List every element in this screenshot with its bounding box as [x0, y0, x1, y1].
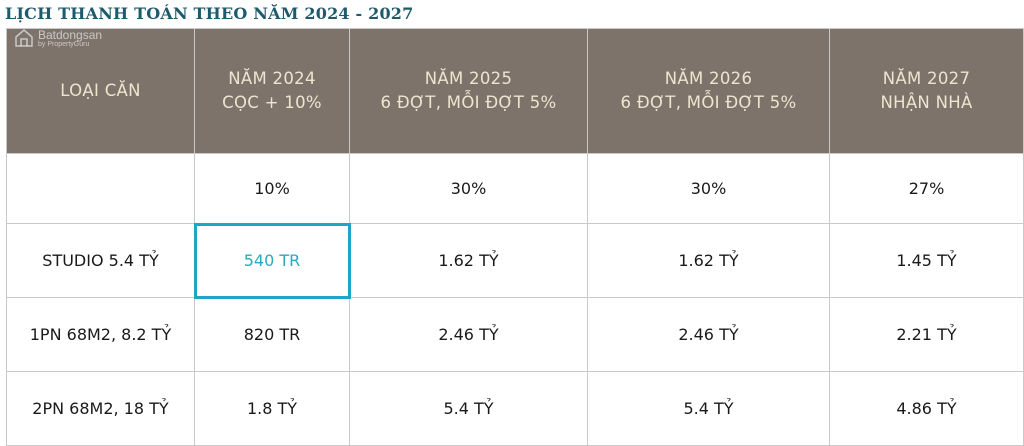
table-cell: 1.62 TỶ — [349, 223, 588, 298]
header-line1: NĂM 2026 — [664, 69, 753, 88]
header-line1: LOẠI CĂN — [60, 81, 141, 100]
payment-schedule-table: LOẠI CĂN NĂM 2024 CỌC + 10% NĂM 2025 6 ĐỢT… — [6, 28, 1024, 446]
header-line2: CỌC + 10% — [222, 93, 322, 112]
table-row-studio: STUDIO 5.4 TỶ 540 TR 1.62 TỶ 1.62 TỶ 1.4… — [6, 222, 1024, 299]
header-cell-unit-type: LOẠI CĂN — [6, 28, 195, 154]
watermark-brand: Batdongsan — [38, 27, 103, 42]
table-row-2pn: 2PN 68M2, 18 TỶ 1.8 TỶ 5.4 TỶ 5.4 TỶ 4.8… — [6, 371, 1024, 446]
table-row-1pn: 1PN 68M2, 8.2 TỶ 820 TR 2.46 TỶ 2.46 TỶ … — [6, 297, 1024, 372]
header-cell-2027: NĂM 2027 NHẬN NHÀ — [829, 28, 1024, 154]
table-cell: 4.86 TỶ — [829, 371, 1024, 446]
header-row: LOẠI CĂN NĂM 2024 CỌC + 10% NĂM 2025 6 ĐỢT… — [6, 28, 1024, 154]
table-cell: 2.21 TỶ — [829, 297, 1024, 372]
table-cell: 2.46 TỶ — [349, 297, 588, 372]
table-cell: 1.62 TỶ — [587, 223, 830, 298]
table-cell: 1.45 TỶ — [829, 223, 1024, 298]
table-row-percentages: 10% 30% 30% 27% — [6, 153, 1024, 224]
header-line1: NĂM 2024 — [228, 69, 316, 88]
table-cell: 5.4 TỶ — [349, 371, 588, 446]
table-cell: 1PN 68M2, 8.2 TỶ — [6, 297, 195, 372]
house-logo-icon — [15, 29, 33, 47]
table-cell: 5.4 TỶ — [587, 371, 830, 446]
header-line2: 6 ĐỢT, MỖI ĐỢT 5% — [380, 93, 557, 112]
header-cell-2026: NĂM 2026 6 ĐỢT, MỖI ĐỢT 5% — [587, 28, 830, 154]
table-cell: 30% — [349, 153, 588, 224]
table-cell: 820 TR — [194, 297, 350, 372]
watermark-sub: by PropertyGuru — [38, 40, 90, 48]
header-cell-2024: NĂM 2024 CỌC + 10% — [194, 28, 350, 154]
table-cell: 2.46 TỶ — [587, 297, 830, 372]
table-cell: 10% — [194, 153, 350, 224]
table-cell — [6, 153, 195, 224]
header-line1: NĂM 2025 — [424, 69, 513, 88]
header-line1: NĂM 2027 — [882, 69, 971, 88]
table-cell: 27% — [829, 153, 1024, 224]
header-line2: NHẬN NHÀ — [880, 93, 973, 112]
header-cell-2025: NĂM 2025 6 ĐỢT, MỖI ĐỢT 5% — [349, 28, 588, 154]
table-cell: 30% — [587, 153, 830, 224]
header-line2: 6 ĐỢT, MỖI ĐỢT 5% — [620, 93, 797, 112]
highlighted-cell[interactable]: 540 TR — [193, 222, 351, 299]
page-title: LỊCH THANH TOÁN THEO NĂM 2024 - 2027 — [5, 4, 414, 23]
watermark-logo: Batdongsan by PropertyGuru — [14, 28, 102, 48]
table-cell: 1.8 TỶ — [194, 371, 350, 446]
table-cell: 2PN 68M2, 18 TỶ — [6, 371, 195, 446]
table-cell: STUDIO 5.4 TỶ — [6, 223, 195, 298]
